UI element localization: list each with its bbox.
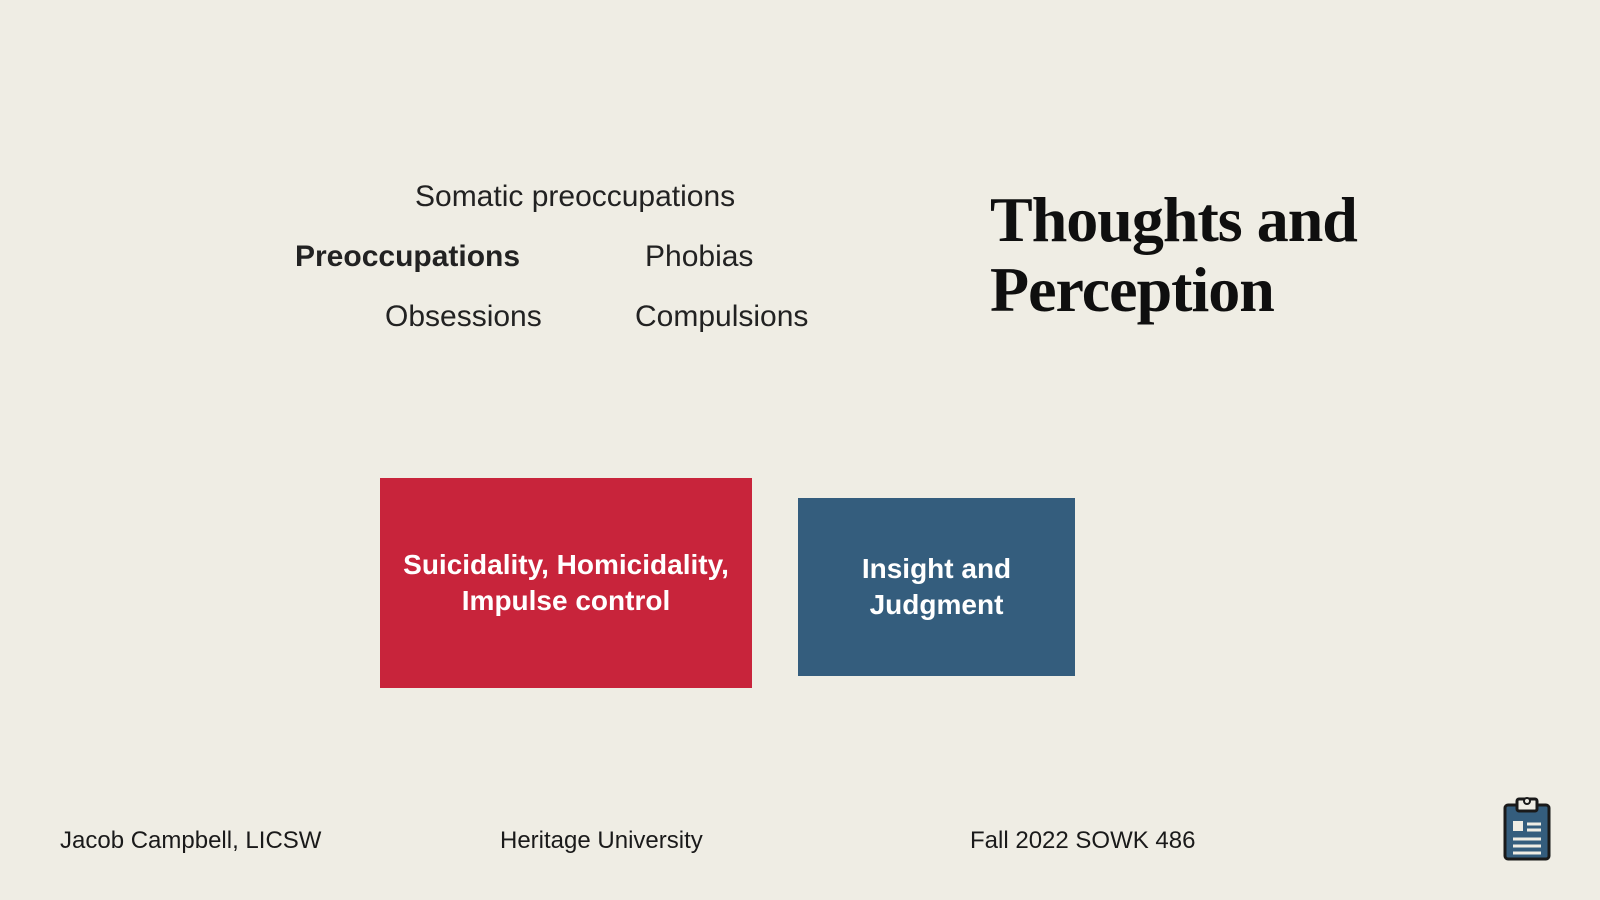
- slide-title: Thoughts and Perception: [990, 185, 1357, 326]
- title-line-1: Thoughts and: [990, 184, 1357, 255]
- footer-author: Jacob Campbell, LICSW: [60, 827, 321, 855]
- box-red-text: Suicidality, Homicidality, Impulse contr…: [400, 547, 732, 620]
- term-somatic: Somatic preoccupations: [415, 180, 735, 214]
- box-blue-text: Insight and Judgment: [818, 551, 1055, 624]
- term-compulsions: Compulsions: [635, 300, 808, 334]
- title-line-2: Perception: [990, 254, 1274, 325]
- footer-institution: Heritage University: [500, 827, 703, 855]
- term-preoccupations: Preoccupations: [295, 240, 520, 274]
- slide-footer: Jacob Campbell, LICSW Heritage Universit…: [0, 827, 1600, 855]
- term-obsessions: Obsessions: [385, 300, 542, 334]
- term-phobias: Phobias: [645, 240, 753, 274]
- clipboard-icon: [1499, 797, 1555, 868]
- box-insight: Insight and Judgment: [798, 498, 1075, 676]
- box-suicidality: Suicidality, Homicidality, Impulse contr…: [380, 478, 752, 688]
- footer-course: Fall 2022 SOWK 486: [970, 827, 1195, 855]
